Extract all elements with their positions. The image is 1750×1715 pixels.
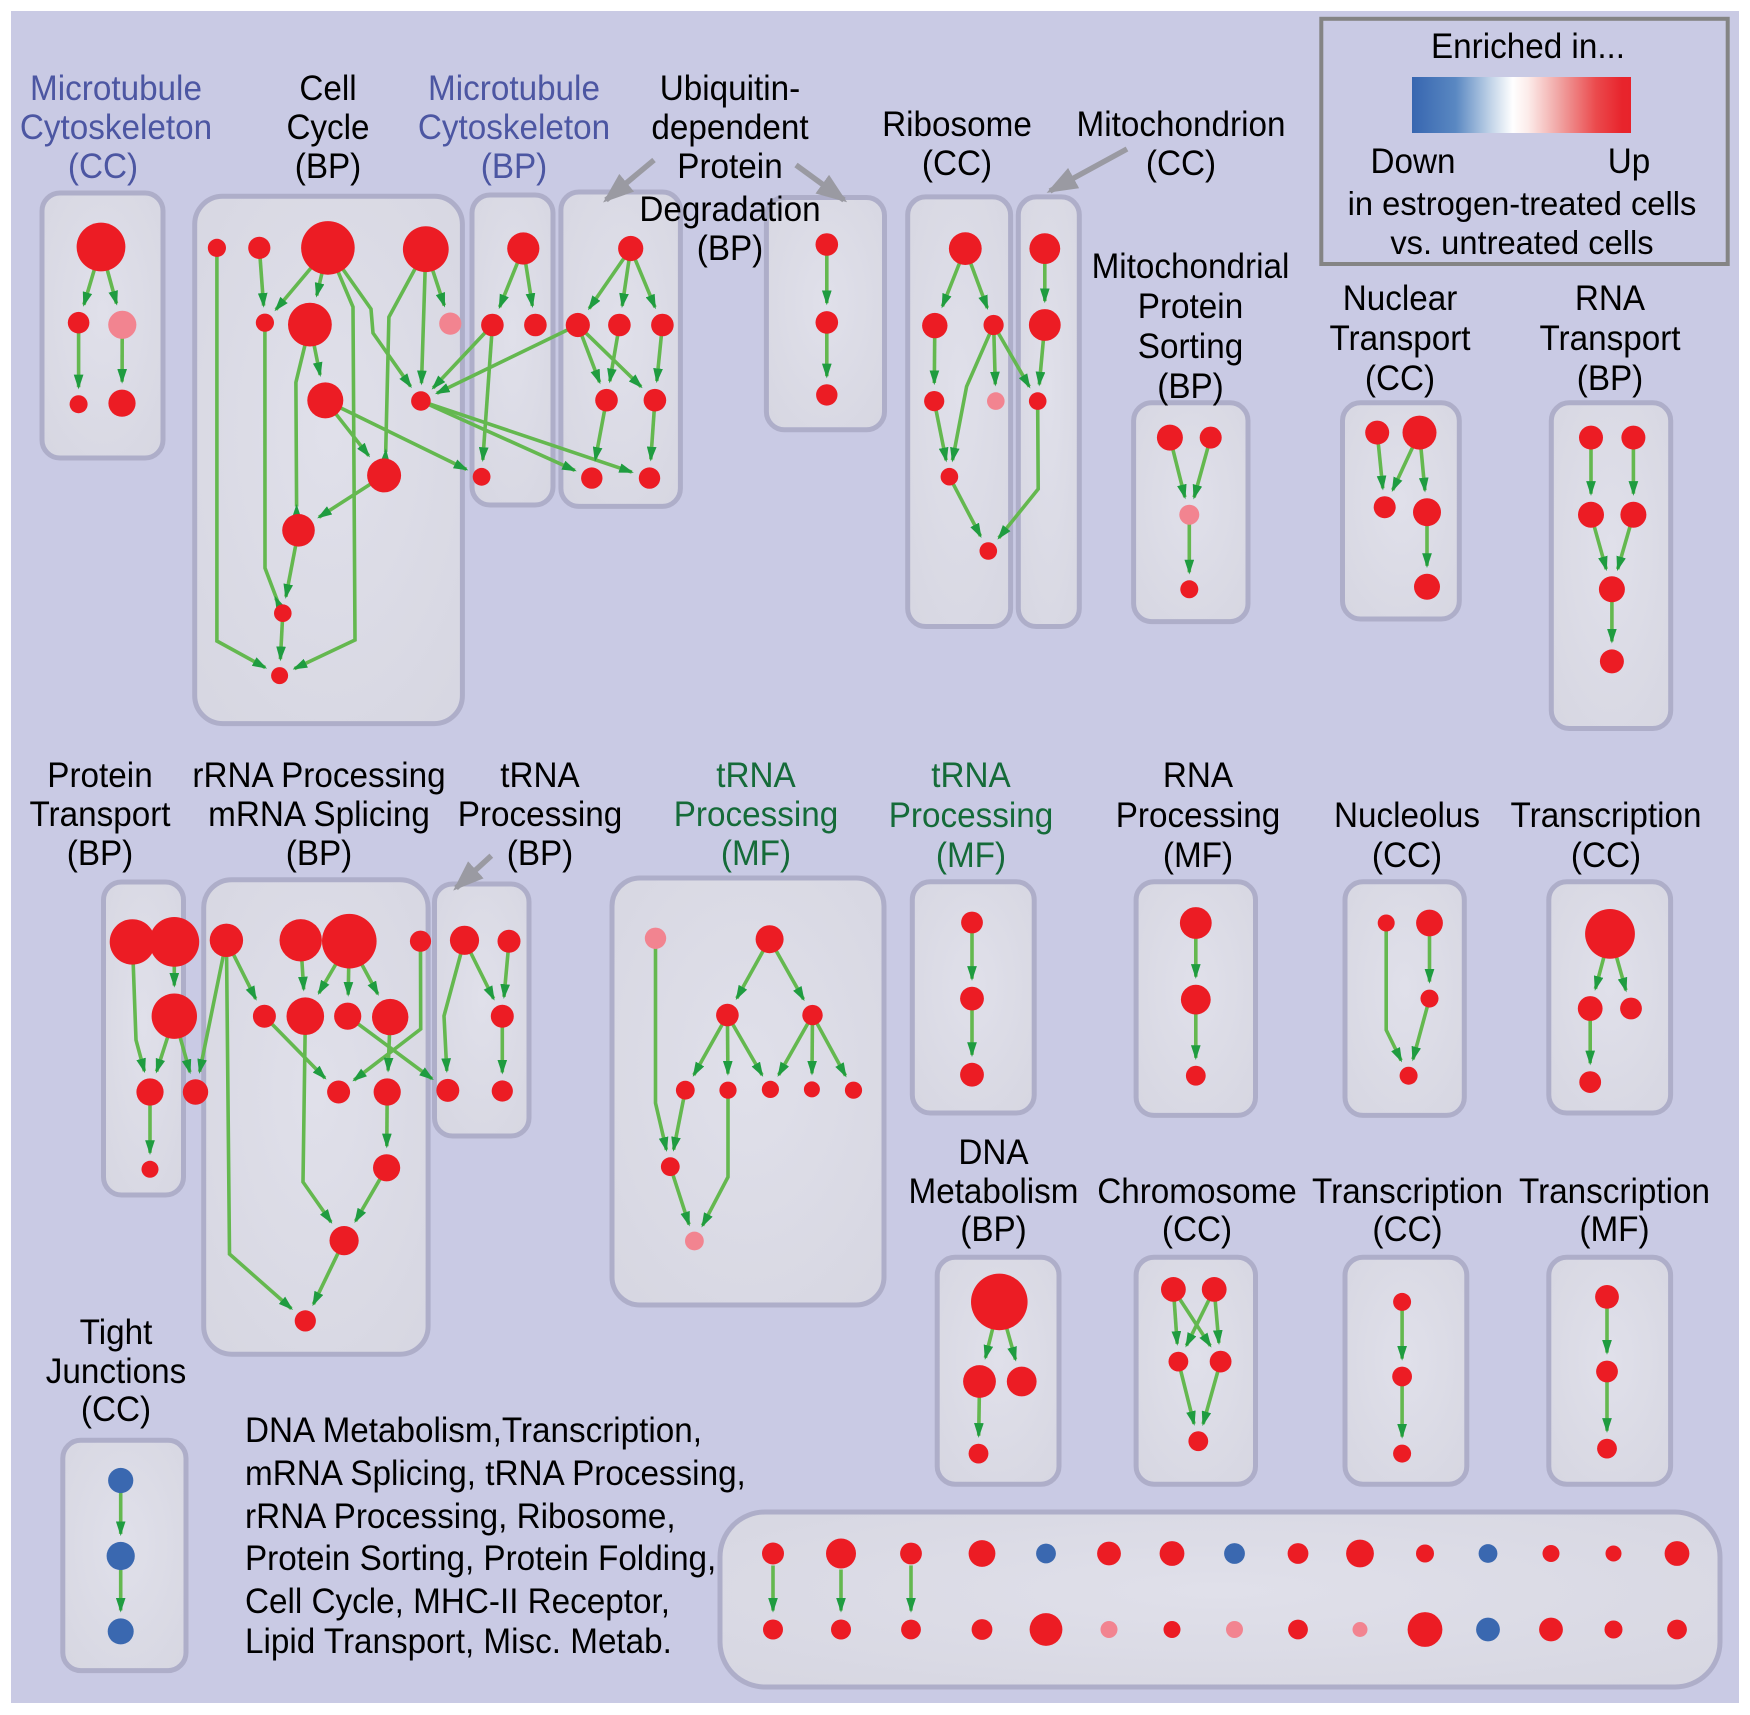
svg-text:tRNA: tRNA bbox=[500, 756, 580, 795]
svg-text:(MF): (MF) bbox=[1579, 1210, 1649, 1249]
svg-text:DNA: DNA bbox=[958, 1133, 1029, 1172]
svg-text:Microtubule: Microtubule bbox=[30, 69, 202, 108]
svg-text:(CC): (CC) bbox=[1571, 836, 1641, 875]
svg-text:Mitochondrion: Mitochondrion bbox=[1077, 105, 1286, 144]
svg-text:(BP): (BP) bbox=[67, 834, 134, 873]
svg-text:RNA: RNA bbox=[1575, 279, 1646, 318]
svg-text:(CC): (CC) bbox=[922, 144, 992, 183]
svg-text:(CC): (CC) bbox=[81, 1390, 151, 1429]
svg-text:Nucleolus: Nucleolus bbox=[1334, 796, 1480, 835]
svg-text:Metabolism: Metabolism bbox=[909, 1172, 1079, 1211]
svg-text:Transport: Transport bbox=[1539, 319, 1680, 358]
svg-text:(BP): (BP) bbox=[481, 147, 548, 186]
svg-text:DNA Metabolism,Transcription,: DNA Metabolism,Transcription, bbox=[245, 1411, 702, 1450]
svg-text:(CC): (CC) bbox=[1162, 1210, 1232, 1249]
svg-text:(CC): (CC) bbox=[1372, 1210, 1442, 1249]
svg-text:(BP): (BP) bbox=[507, 834, 574, 873]
svg-text:Protein: Protein bbox=[677, 147, 782, 186]
svg-text:Microtubule: Microtubule bbox=[428, 69, 600, 108]
svg-text:Processing: Processing bbox=[674, 795, 839, 834]
svg-text:rRNA Processing, Ribosome,: rRNA Processing, Ribosome, bbox=[245, 1497, 676, 1536]
svg-text:Processing: Processing bbox=[1116, 796, 1281, 835]
svg-text:(CC): (CC) bbox=[1365, 359, 1435, 398]
svg-text:Processing: Processing bbox=[889, 796, 1054, 835]
svg-text:mRNA Splicing: mRNA Splicing bbox=[208, 795, 430, 834]
svg-text:Protein: Protein bbox=[1138, 287, 1243, 326]
svg-text:(MF): (MF) bbox=[721, 834, 791, 873]
svg-text:Transcription: Transcription bbox=[1519, 1172, 1710, 1211]
svg-text:(BP): (BP) bbox=[1157, 367, 1224, 406]
svg-text:(BP): (BP) bbox=[1577, 359, 1644, 398]
svg-text:RNA: RNA bbox=[1163, 756, 1234, 795]
svg-text:Transcription: Transcription bbox=[1511, 796, 1702, 835]
svg-text:Transport: Transport bbox=[1329, 319, 1470, 358]
svg-text:(CC): (CC) bbox=[1372, 836, 1442, 875]
svg-text:rRNA Processing: rRNA Processing bbox=[192, 756, 445, 795]
svg-text:(MF): (MF) bbox=[936, 836, 1006, 875]
svg-text:Degradation: Degradation bbox=[639, 190, 820, 229]
svg-text:Enriched in...: Enriched in... bbox=[1431, 27, 1625, 66]
svg-text:mRNA Splicing, tRNA Processing: mRNA Splicing, tRNA Processing, bbox=[245, 1454, 746, 1493]
svg-text:Mitochondrial: Mitochondrial bbox=[1092, 247, 1290, 286]
svg-text:(BP): (BP) bbox=[286, 834, 353, 873]
svg-text:Protein Sorting, Protein Foldi: Protein Sorting, Protein Folding, bbox=[245, 1539, 716, 1578]
svg-text:Sorting: Sorting bbox=[1138, 327, 1243, 366]
svg-text:Protein: Protein bbox=[47, 756, 152, 795]
svg-text:Cell: Cell bbox=[299, 69, 356, 108]
svg-text:Junctions: Junctions bbox=[46, 1352, 187, 1391]
svg-text:Ribosome: Ribosome bbox=[882, 105, 1032, 144]
svg-text:Up: Up bbox=[1608, 142, 1651, 181]
svg-text:tRNA: tRNA bbox=[716, 756, 796, 795]
svg-text:(CC): (CC) bbox=[1146, 144, 1216, 183]
svg-text:Tight: Tight bbox=[80, 1313, 153, 1352]
svg-text:(BP): (BP) bbox=[697, 229, 764, 268]
svg-text:Cytoskeleton: Cytoskeleton bbox=[20, 108, 212, 147]
svg-text:(MF): (MF) bbox=[1163, 836, 1233, 875]
svg-text:(BP): (BP) bbox=[295, 147, 362, 186]
svg-text:Chromosome: Chromosome bbox=[1097, 1172, 1297, 1211]
svg-text:Transport: Transport bbox=[29, 795, 170, 834]
svg-text:(BP): (BP) bbox=[960, 1210, 1027, 1249]
svg-text:Cytoskeleton: Cytoskeleton bbox=[418, 108, 610, 147]
svg-text:vs. untreated cells: vs. untreated cells bbox=[1390, 224, 1653, 261]
svg-text:(CC): (CC) bbox=[68, 147, 138, 186]
svg-text:Cycle: Cycle bbox=[286, 108, 369, 147]
svg-text:dependent: dependent bbox=[651, 108, 808, 147]
svg-text:tRNA: tRNA bbox=[931, 756, 1011, 795]
svg-text:Cell Cycle, MHC-II Receptor,: Cell Cycle, MHC-II Receptor, bbox=[245, 1582, 670, 1621]
svg-text:Transcription: Transcription bbox=[1312, 1172, 1503, 1211]
svg-text:Processing: Processing bbox=[458, 795, 623, 834]
svg-text:in estrogen-treated cells: in estrogen-treated cells bbox=[1348, 185, 1697, 222]
svg-text:Down: Down bbox=[1371, 142, 1456, 181]
svg-text:Ubiquitin-: Ubiquitin- bbox=[660, 69, 801, 108]
svg-text:Nuclear: Nuclear bbox=[1343, 279, 1458, 318]
svg-text:Lipid Transport, Misc. Metab.: Lipid Transport, Misc. Metab. bbox=[245, 1622, 672, 1661]
